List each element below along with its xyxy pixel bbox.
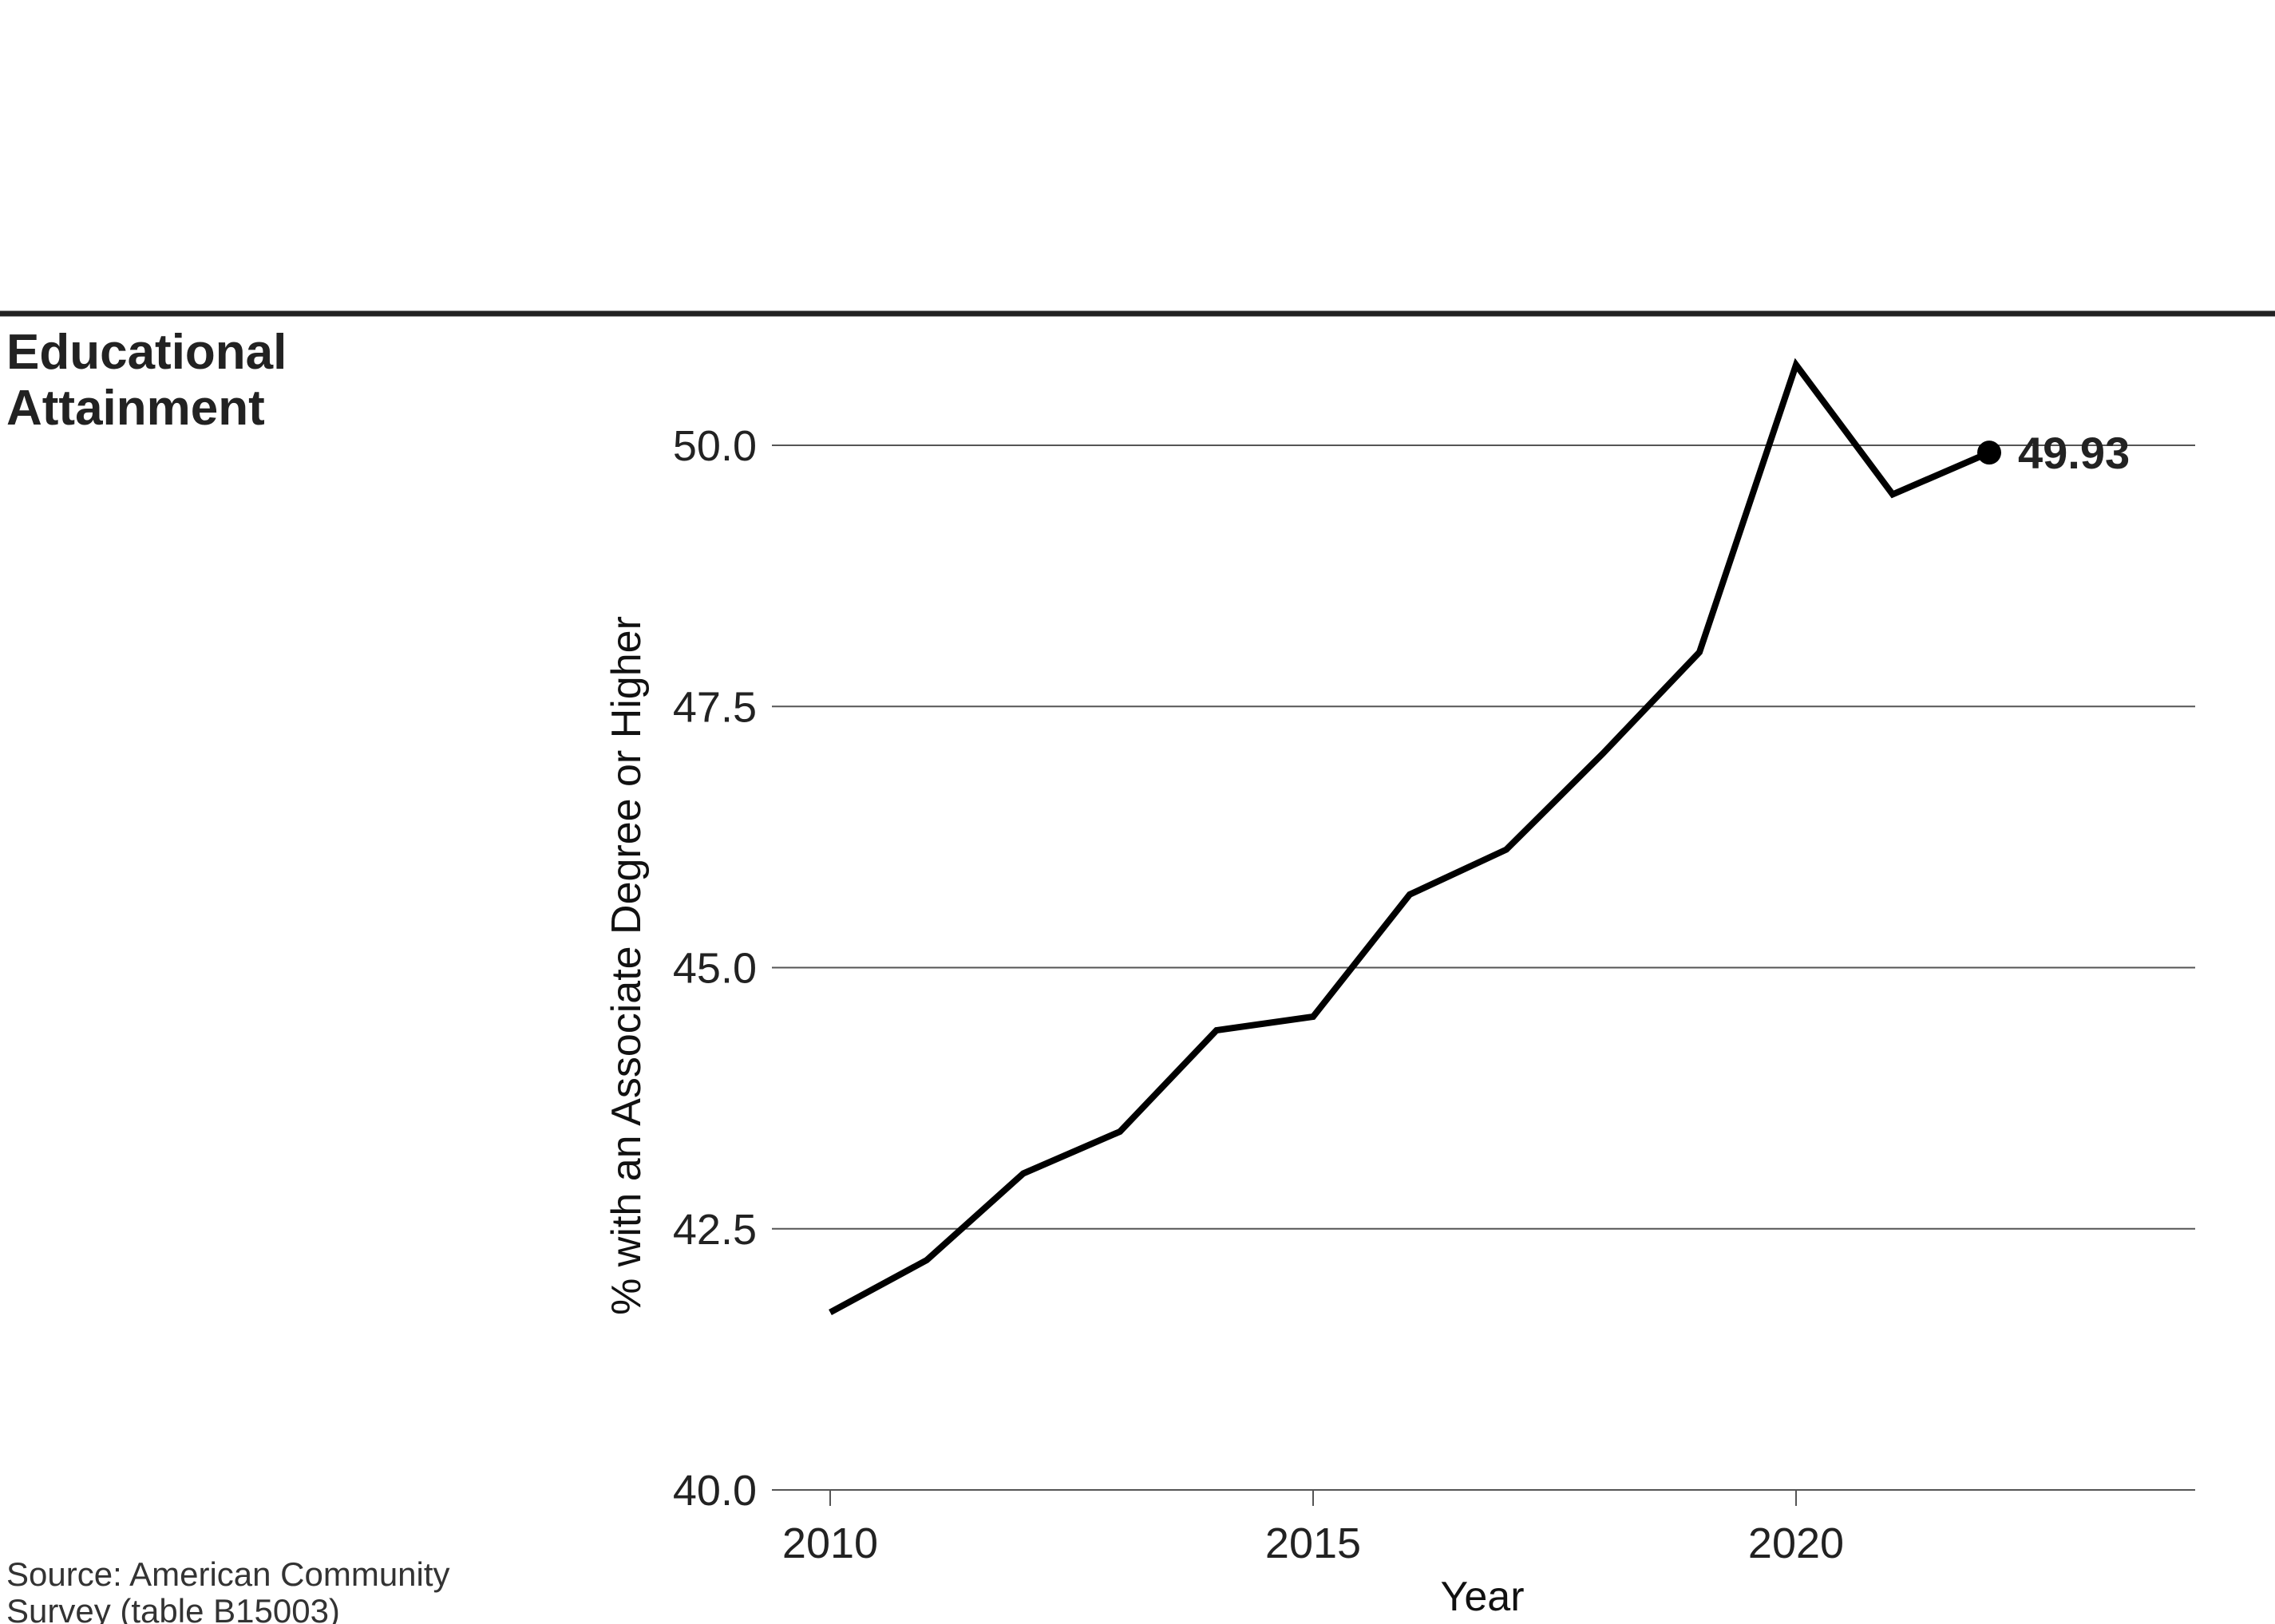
y-tick-label: 47.5 xyxy=(673,683,757,731)
y-axis-title: % with an Associate Degree or Higher xyxy=(603,616,650,1315)
end-value-label: 49.93 xyxy=(2018,428,2130,478)
y-tick-label: 45.0 xyxy=(673,945,757,993)
x-tick-label: 2015 xyxy=(1265,1519,1361,1567)
source-note: Source: American Community Survey (table… xyxy=(6,1555,459,1624)
y-tick-label: 42.5 xyxy=(673,1206,757,1254)
x-tick-label: 2010 xyxy=(782,1519,878,1567)
gridlines xyxy=(772,445,2195,1491)
chart-title-line-2: Attainment xyxy=(6,381,265,436)
y-tick-label: 50.0 xyxy=(673,422,757,470)
series-line xyxy=(829,358,1991,1316)
chart-title-line-1: Educational xyxy=(6,325,287,380)
x-axis-title: Year xyxy=(1440,1574,1524,1620)
chart-title: Educational Attainment xyxy=(6,325,301,436)
end-point-marker xyxy=(1977,441,2001,465)
y-tick-label: 40.0 xyxy=(673,1467,757,1515)
source-line-1: Source: American Community xyxy=(6,1555,450,1593)
series xyxy=(829,358,2001,1316)
x-tick-label: 2020 xyxy=(1748,1519,1844,1567)
source-line-2: Survey (table B15003) xyxy=(6,1592,340,1624)
y-tick-labels: 40.0 42.5 45.0 47.5 50.0 xyxy=(673,422,757,1515)
x-ticks: 2010 2015 2020 xyxy=(782,1490,1844,1567)
